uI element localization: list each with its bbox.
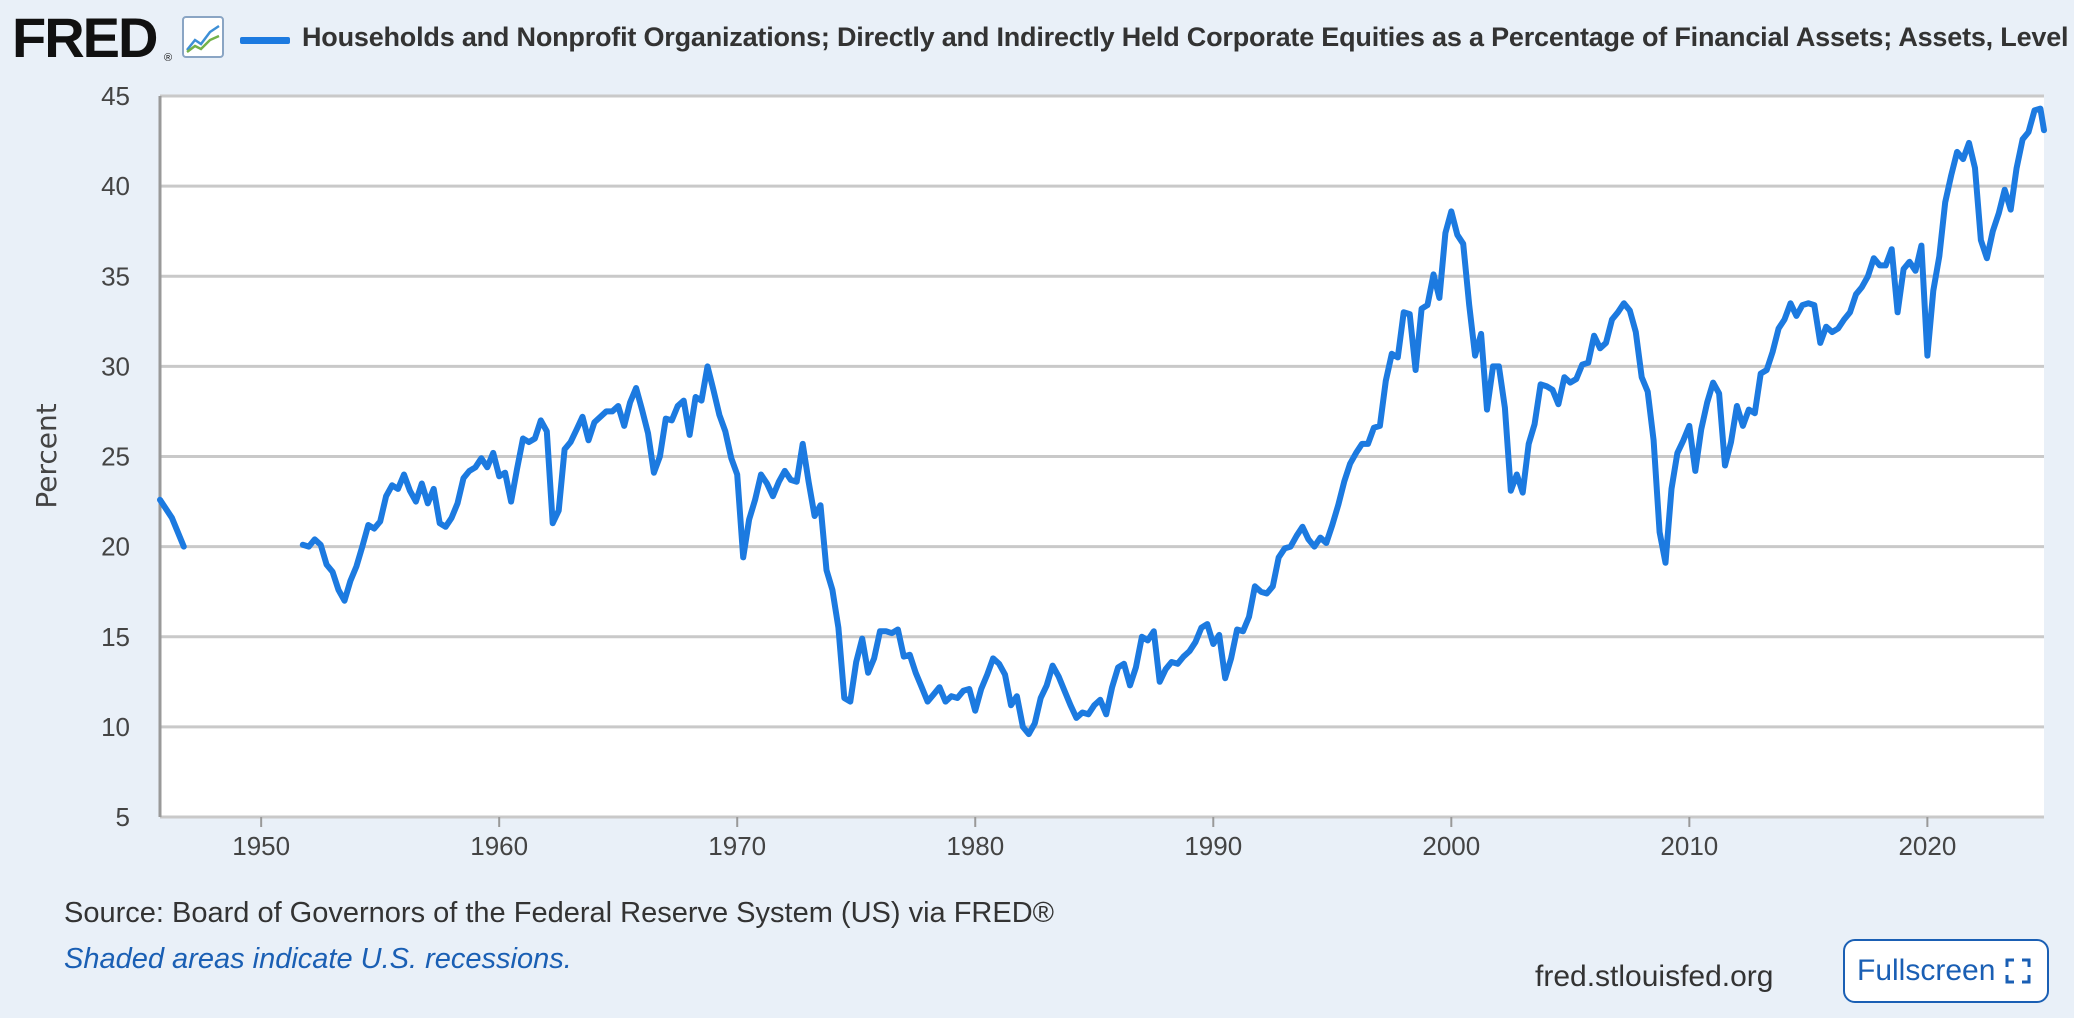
legend-swatch xyxy=(240,37,290,44)
expand-icon xyxy=(2005,958,2031,984)
y-axis-ticks: 5 10 15 20 25 30 35 40 45 xyxy=(101,81,130,832)
chart-header: FRED ® Households and Nonprofit Organiza… xyxy=(12,6,2069,69)
series-line-segment xyxy=(299,105,2047,738)
source-text: Source: Board of Governors of the Federa… xyxy=(64,897,1055,929)
fullscreen-label: Fullscreen xyxy=(1857,954,1996,987)
y-tick-label: 5 xyxy=(116,802,130,832)
y-tick-label: 15 xyxy=(101,622,130,652)
site-url[interactable]: fred.stlouisfed.org xyxy=(1535,960,1774,993)
series-line-segment xyxy=(157,496,187,550)
x-tick-label: 1960 xyxy=(470,831,528,861)
x-tick-label: 1990 xyxy=(1184,831,1242,861)
x-tick-label: 2020 xyxy=(1898,831,1956,861)
y-tick-label: 40 xyxy=(101,171,130,201)
series-title[interactable]: Households and Nonprofit Organizations; … xyxy=(302,22,2069,52)
x-axis-ticks: 1950 1960 1970 1980 1990 2000 2010 2020 xyxy=(232,817,1956,861)
y-tick-label: 10 xyxy=(101,712,130,742)
fred-registered-mark: ® xyxy=(164,52,173,64)
x-tick-label: 1970 xyxy=(708,831,766,861)
y-tick-label: 20 xyxy=(101,532,130,562)
y-tick-label: 35 xyxy=(101,261,130,291)
y-tick-label: 45 xyxy=(101,81,130,111)
x-tick-label: 2000 xyxy=(1422,831,1480,861)
line-graph-icon[interactable] xyxy=(182,16,224,58)
x-tick-label: 2010 xyxy=(1660,831,1718,861)
recession-note: Shaded areas indicate U.S. recessions. xyxy=(64,943,572,975)
x-tick-label: 1950 xyxy=(232,831,290,861)
y-tick-label: 30 xyxy=(101,351,130,381)
y-axis-label: Percent xyxy=(30,403,63,508)
y-tick-label: 25 xyxy=(101,442,130,472)
fred-logo[interactable]: FRED xyxy=(12,6,158,69)
fullscreen-button[interactable]: Fullscreen xyxy=(1843,939,2049,1003)
line-chart: 5 10 15 20 25 30 35 40 45 1950 1960 1970 1980 1990 20… xyxy=(30,81,2047,861)
x-tick-label: 1980 xyxy=(946,831,1004,861)
series-line xyxy=(157,105,2047,738)
